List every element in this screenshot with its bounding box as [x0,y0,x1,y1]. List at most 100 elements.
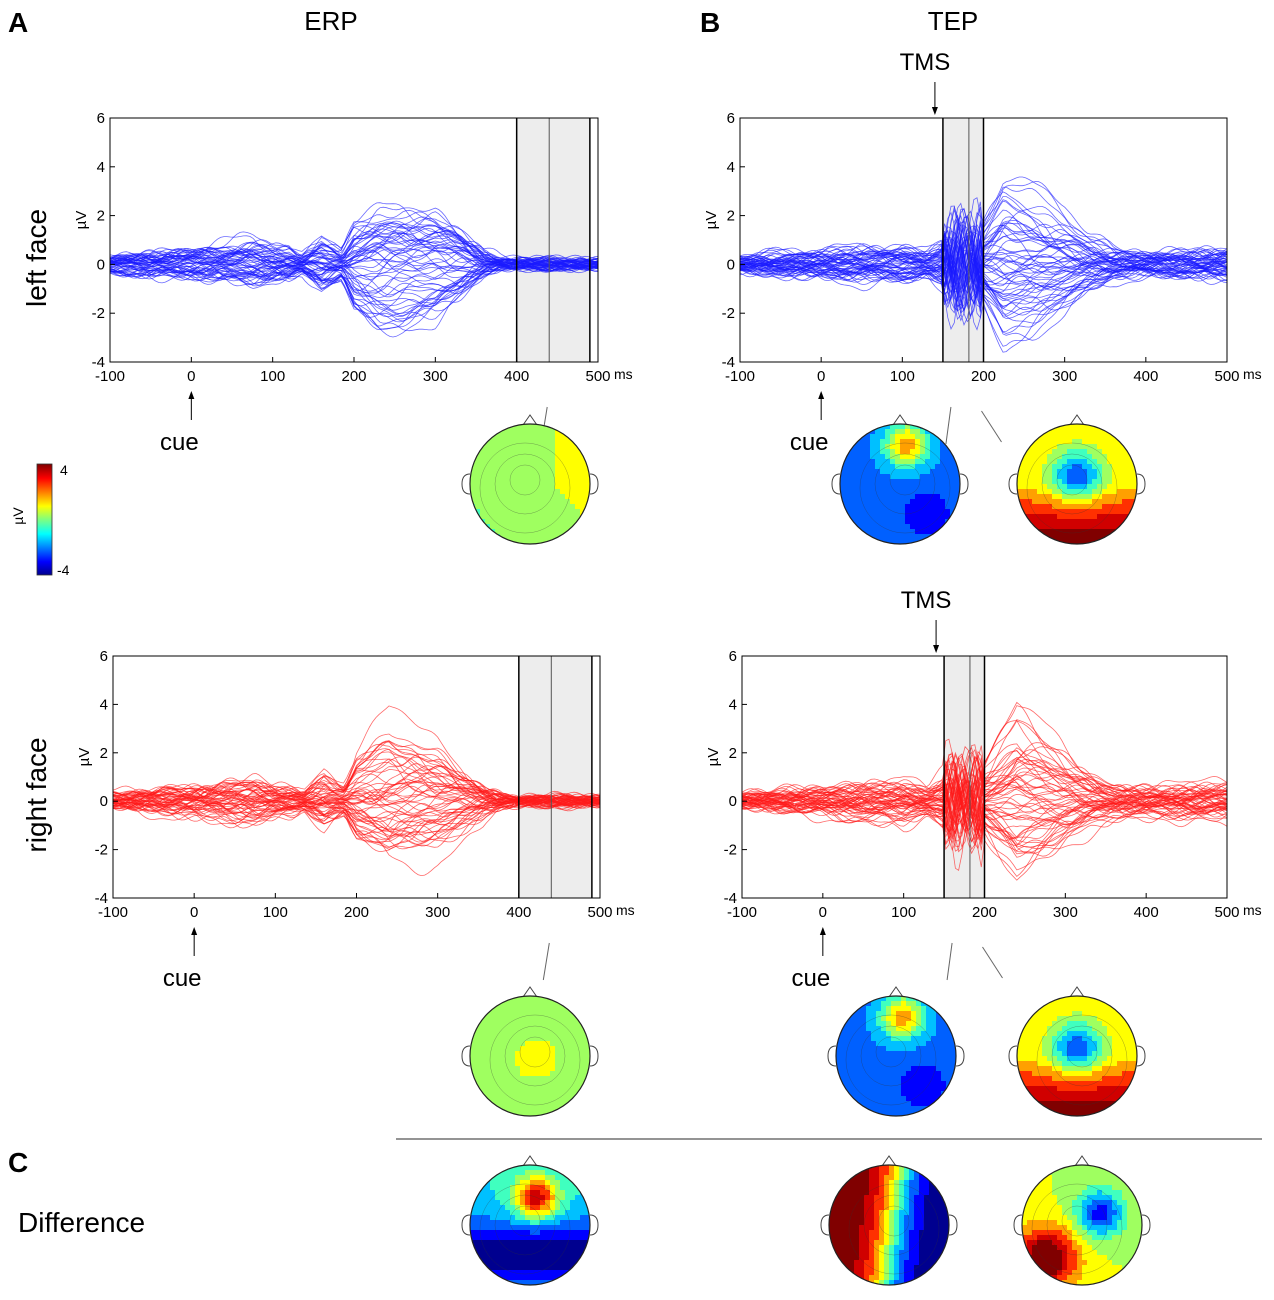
y-tick-label: 4 [727,159,735,176]
x-tick-label: -100 [98,904,128,921]
topo-diff-erp-head-outline [469,1164,591,1286]
y-tick-label: 4 [729,696,737,713]
x-tick-label: 100 [260,368,285,385]
topo-diff-tep-late [1013,1155,1151,1286]
x-tick-label: -100 [727,904,757,921]
erp-right-callout-line [542,942,550,981]
tep-left-y-axis-label: µV [703,211,720,230]
y-tick-label: 2 [729,745,737,762]
topo-tep-right-early [827,986,965,1117]
colorbar-min-label: -4 [57,562,70,578]
colorbar-unit-label: µV [10,507,26,525]
topo-erp-left-head-outline [469,423,591,545]
topo-tep-left-late-head-outline [1016,423,1138,545]
topo-erp-left [461,414,599,545]
right-ear-icon [589,473,599,495]
erp-right-chart: -100 0 100 200 300 400 500 ms -4 -2 0 2 4 6 µV cue [76,648,635,992]
topo-tep-left-early-head-outline [839,423,961,545]
tep-right-tms-label: TMS [901,587,952,614]
x-tick-label: 300 [423,368,448,385]
y-tick-label: 6 [97,110,105,127]
topo-tep-left-late [1008,414,1146,545]
topo-erp-right-head-outline [469,995,591,1117]
y-tick-label: -2 [95,842,108,859]
erp-right-x-unit: ms [616,902,635,918]
y-tick-label: -4 [722,354,735,371]
topo-tep-right-late [1008,986,1146,1117]
tep-left-chart: -100 0 100 200 300 400 500 ms -4 -2 0 2 4 6 µV cue TMS [703,49,1262,456]
cue-arrowhead-icon [188,391,195,399]
topo-diff-tep-early-head-outline [828,1164,950,1286]
x-tick-label: 100 [263,904,288,921]
tep-right-x-unit: ms [1243,902,1262,918]
right-ear-icon [1136,473,1146,495]
nose-icon [881,1155,897,1167]
topo-diff-erp-field [470,1165,590,1285]
y-tick-label: -4 [92,354,105,371]
right-ear-icon [1141,1214,1151,1236]
topo-erp-right [461,986,599,1117]
colorbar-gradient [36,463,53,576]
right-ear-icon [1136,1045,1146,1067]
topo-tep-right-early-head-outline [835,995,957,1117]
colorbar: 4 -4 µV [10,462,70,578]
panel-letter-c: C [8,1147,28,1178]
nose-icon [522,986,538,998]
x-tick-label: 0 [187,368,195,385]
panel-letter-a: A [8,7,28,38]
left-ear-icon [461,1214,471,1236]
right-ear-icon [948,1214,958,1236]
y-tick-label: -4 [95,890,108,907]
x-tick-label: 200 [971,368,996,385]
y-tick-label: 2 [727,208,735,225]
x-tick-label: 0 [190,904,198,921]
right-ear-icon [959,473,969,495]
x-tick-label: 200 [972,904,997,921]
row-label-right-face: right face [21,737,52,852]
y-tick-label: 0 [727,256,735,273]
right-ear-icon [589,1214,599,1236]
tep-left-x-unit: ms [1243,366,1262,382]
x-tick-label: 500 [585,368,610,385]
x-tick-label: 400 [506,904,531,921]
erp-left-x-unit: ms [614,366,633,382]
y-tick-label: 6 [100,648,108,665]
x-tick-label: 0 [819,904,827,921]
nose-icon [522,1155,538,1167]
cue-arrowhead-icon [191,927,198,935]
x-tick-label: 200 [344,904,369,921]
nose-icon [888,986,904,998]
tep-right-callout-line-early [946,942,953,981]
right-ear-icon [589,1045,599,1067]
topo-diff-tep-late-head-outline [1021,1164,1143,1286]
tep-right-callout-line-late [982,946,1003,979]
erp-left-cue-label: cue [160,429,199,456]
nose-icon [1074,1155,1090,1167]
tep-right-cue-label: cue [791,965,830,992]
left-ear-icon [820,1214,830,1236]
tep-left-cue-label: cue [790,429,829,456]
x-tick-label: 400 [504,368,529,385]
erp-right-cue-label: cue [163,965,202,992]
y-tick-label: 6 [729,648,737,665]
y-tick-label: -2 [92,305,105,322]
left-ear-icon [461,1045,471,1067]
y-tick-label: 2 [97,208,105,225]
y-tick-label: -2 [722,305,735,322]
right-ear-icon [955,1045,965,1067]
x-tick-label: 300 [1053,904,1078,921]
y-tick-label: 6 [727,110,735,127]
row-label-difference: Difference [18,1207,145,1238]
x-tick-label: -100 [95,368,125,385]
cue-arrowhead-icon [819,927,826,935]
left-ear-icon [1008,473,1018,495]
y-tick-label: -4 [724,890,737,907]
tms-arrowhead-icon [931,107,938,115]
left-ear-icon [827,1045,837,1067]
nose-icon [1069,414,1085,426]
x-tick-label: 100 [890,368,915,385]
erp-right-y-axis-label: µV [76,748,93,767]
x-tick-label: -100 [725,368,755,385]
